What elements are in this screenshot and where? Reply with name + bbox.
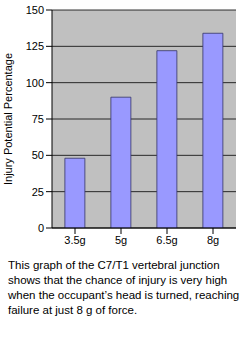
- svg-text:150: 150: [26, 4, 44, 16]
- svg-text:8g: 8g: [207, 234, 219, 246]
- svg-text:Injury Potential Percentage: Injury Potential Percentage: [8, 53, 14, 185]
- svg-text:5g: 5g: [115, 234, 127, 246]
- svg-text:50: 50: [32, 149, 44, 161]
- html-text:This graph of the C7/T1 verteb: This graph of the C7/T1 vertebral juncti…: [8, 259, 240, 316]
- svg-text:100: 100: [26, 77, 44, 89]
- svg-text:3.5g: 3.5g: [64, 234, 85, 246]
- svg-text:75: 75: [32, 113, 44, 125]
- svg-text:0: 0: [38, 222, 44, 234]
- svg-text:6.5g: 6.5g: [156, 234, 177, 246]
- svg-text:125: 125: [26, 40, 44, 52]
- svg-text:25: 25: [32, 186, 44, 198]
